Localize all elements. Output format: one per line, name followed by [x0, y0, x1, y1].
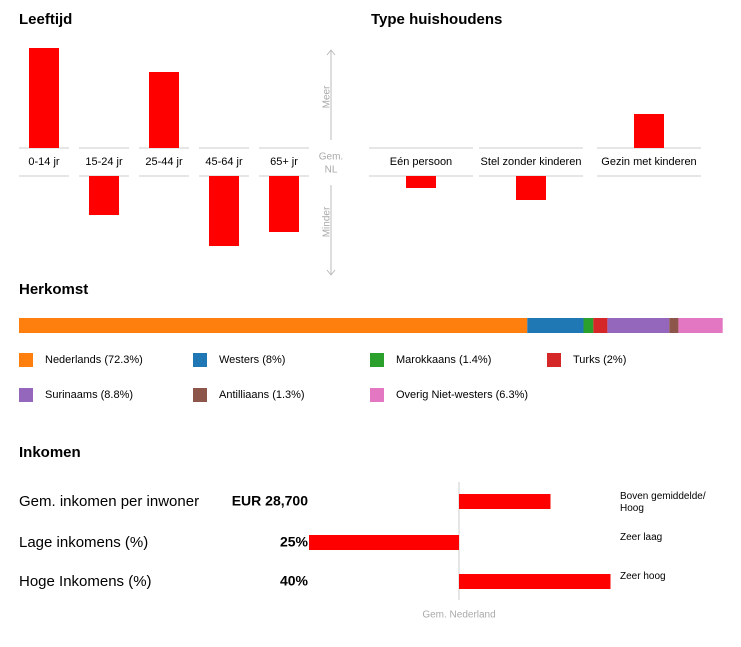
legend-swatch [547, 353, 561, 367]
legend-swatch [193, 353, 207, 367]
category-label: Eén persoon [390, 156, 452, 168]
segment [583, 318, 594, 333]
segment [669, 318, 679, 333]
income-axis-label: Gem. Nederland [422, 610, 495, 621]
legend-label: Marokkaans (1.4%) [396, 354, 491, 366]
axis-down-label: Minder [322, 206, 333, 237]
bar [459, 574, 611, 589]
legend-label: Surinaams (8.8%) [45, 389, 133, 401]
rating: Zeer laag [620, 532, 663, 543]
axis-up-label: Meer [322, 85, 333, 108]
row-value: 40% [280, 573, 309, 589]
age-title: Leeftijd [19, 11, 72, 28]
bar [29, 48, 59, 148]
household-title: Type huishoudens [371, 11, 502, 28]
category-label: Gezin met kinderen [601, 156, 696, 168]
bar [269, 176, 299, 232]
segment [607, 318, 670, 333]
category-label: 0-14 jr [28, 156, 60, 168]
row-label: Gem. inkomen per inwoner [19, 493, 199, 510]
legend-swatch [193, 388, 207, 402]
category-label: 25-44 jr [145, 156, 183, 168]
category-label: Stel zonder kinderen [481, 156, 582, 168]
legend-label: Turks (2%) [573, 354, 626, 366]
rating-text: Zeer laag [620, 532, 663, 543]
rating: Zeer hoog [620, 571, 666, 582]
axis-mid-label: NL [325, 165, 338, 176]
legend-label: Overig Niet-westers (6.3%) [396, 389, 528, 401]
category-label: 45-64 jr [205, 156, 243, 168]
segment [593, 318, 608, 333]
category-label: 15-24 jr [85, 156, 123, 168]
rating: Boven gemiddelde/ Hoog [620, 491, 706, 514]
legend-swatch [370, 388, 384, 402]
vertical-axis [326, 49, 336, 276]
category-label: 65+ jr [270, 156, 298, 168]
row-label: Lage inkomens (%) [19, 534, 148, 551]
segment [19, 318, 528, 333]
legend-swatch [19, 388, 33, 402]
legend-label: Westers (8%) [219, 354, 285, 366]
income-title: Inkomen [19, 444, 81, 461]
bar [209, 176, 239, 246]
row-label: Hoge Inkomens (%) [19, 573, 152, 590]
segment [678, 318, 723, 333]
bar [459, 494, 551, 509]
legend-label: Antilliaans (1.3%) [219, 389, 305, 401]
legend-label: Nederlands (72.3%) [45, 354, 143, 366]
rating-text: Zeer hoog [620, 571, 666, 582]
rating-text: Boven gemiddelde/ Hoog [620, 491, 706, 514]
bar [634, 114, 664, 148]
bar [516, 176, 546, 200]
bar [149, 72, 179, 148]
bar [89, 176, 119, 215]
origin-title: Herkomst [19, 281, 88, 298]
row-value: EUR 28,700 [232, 493, 308, 509]
axis-mid-label: Gem. [319, 152, 343, 163]
legend-swatch [370, 353, 384, 367]
row-value: 25% [280, 534, 309, 550]
legend-swatch [19, 353, 33, 367]
segment [527, 318, 584, 333]
bar [309, 535, 459, 550]
bar [406, 176, 436, 188]
